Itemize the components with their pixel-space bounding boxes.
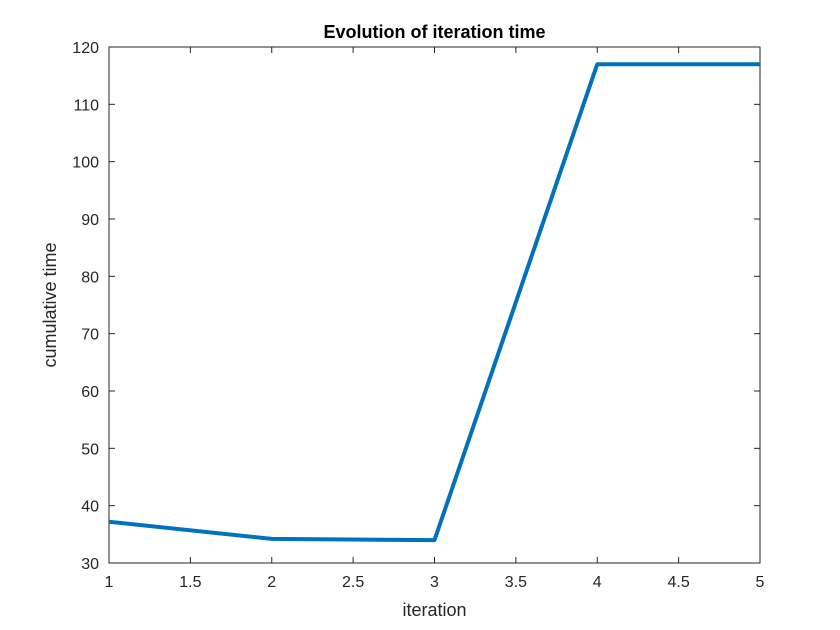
y-tick-label: 90 [81, 212, 99, 229]
x-tick-label: 2 [267, 574, 276, 591]
y-axis-label: cumulative time [40, 242, 60, 367]
x-axis-ticks: 1 1.5 2 2.5 3 3.5 4 4.5 5 [105, 47, 765, 591]
chart-title: Evolution of iteration time [323, 22, 545, 42]
y-tick-label: 120 [72, 40, 99, 57]
y-tick-label: 110 [73, 97, 99, 114]
y-tick-label: 100 [72, 155, 99, 172]
x-tick-label: 2.5 [342, 574, 364, 591]
x-axis-label: iteration [402, 600, 466, 620]
series-layer [108, 62, 760, 543]
x-tick-label: 4.5 [668, 574, 690, 591]
y-tick-label: 80 [81, 269, 99, 286]
series-line-0 [108, 62, 760, 543]
y-tick-label: 40 [81, 499, 99, 516]
x-tick-label: 4 [593, 574, 602, 591]
plot-area [108, 46, 761, 564]
y-tick-label: 30 [81, 556, 99, 573]
x-tick-label: 3 [430, 574, 439, 591]
x-tick-label: 3.5 [505, 574, 527, 591]
y-axis-ticks: 30 40 50 60 70 80 90 100 110 120 [72, 40, 760, 573]
x-tick-label: 5 [756, 574, 765, 591]
y-tick-label: 60 [81, 384, 99, 401]
x-tick-label: 1 [105, 574, 114, 591]
x-tick-label: 1.5 [179, 574, 201, 591]
y-tick-label: 70 [81, 327, 99, 344]
y-tick-label: 50 [81, 441, 99, 458]
